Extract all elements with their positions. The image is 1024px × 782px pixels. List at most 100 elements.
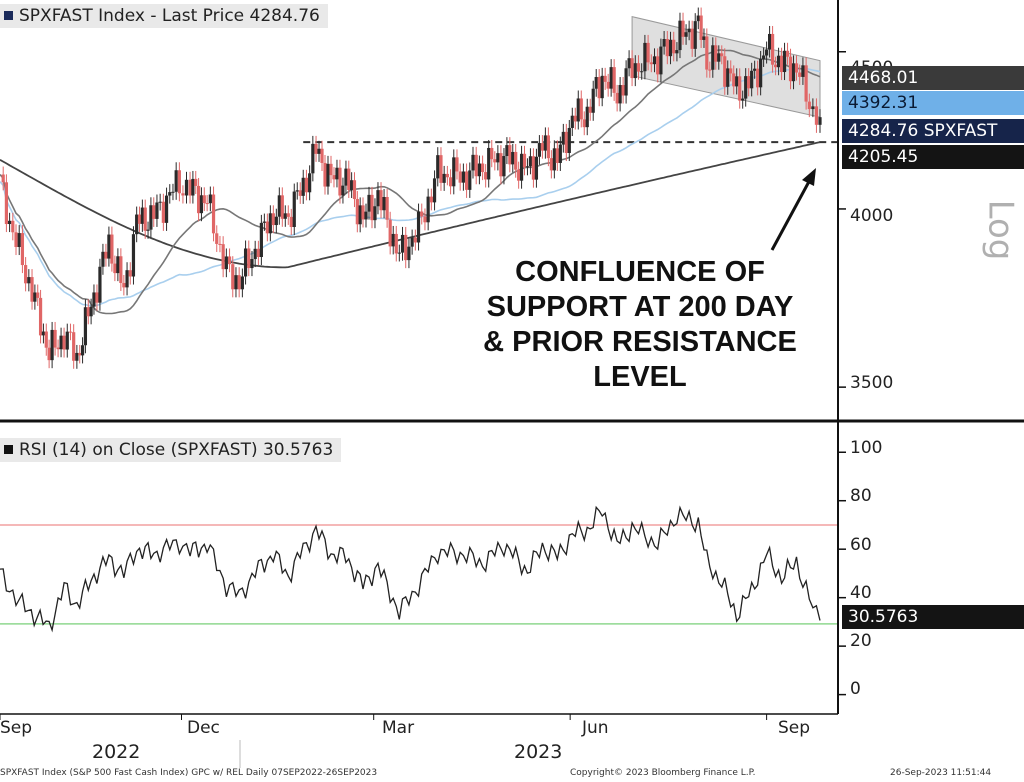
candle-body	[92, 292, 96, 307]
candle-body	[338, 167, 342, 196]
candle-body	[534, 156, 539, 180]
candle-body	[391, 233, 395, 247]
candle-body	[65, 331, 69, 350]
candle-body	[317, 148, 321, 154]
candle-body	[502, 156, 506, 177]
candle-body	[298, 190, 302, 196]
log-scale-label: Log	[980, 199, 1021, 261]
candle-body	[481, 163, 485, 173]
annotation-arrow-head	[802, 168, 816, 186]
candle-body	[135, 214, 139, 235]
candle-body	[543, 135, 547, 151]
candle-body	[301, 177, 305, 196]
candle-body	[30, 277, 34, 302]
candle-body	[407, 246, 411, 261]
candle-body	[47, 347, 51, 361]
candle-body	[514, 151, 518, 170]
candle-body	[335, 167, 339, 180]
candle-body	[332, 175, 336, 180]
candle-body	[44, 331, 48, 348]
candle-body	[609, 67, 613, 89]
candle-body	[205, 203, 209, 205]
candle-body	[717, 53, 721, 62]
rsi-tick-label: 0	[850, 679, 861, 699]
candle-body	[388, 219, 392, 247]
candle-body	[696, 15, 700, 22]
candle-body	[137, 214, 142, 224]
candle-body	[292, 191, 296, 228]
candle-body	[714, 45, 718, 62]
candle-body	[471, 154, 475, 171]
candle-body	[224, 256, 228, 270]
candle-body	[723, 56, 727, 87]
candle-body	[379, 190, 383, 211]
candle-body	[455, 157, 459, 172]
candle-body	[286, 213, 290, 217]
candle-body	[603, 75, 607, 82]
candle-body	[271, 213, 275, 226]
candle-body	[439, 155, 443, 183]
legend-marker-icon	[4, 11, 13, 20]
candle-body	[779, 55, 784, 73]
candle-body	[295, 190, 299, 192]
candle-body	[311, 143, 315, 174]
rsi-tick-label: 100	[850, 438, 883, 458]
price-legend: SPXFAST Index - Last Price 4284.76	[0, 4, 328, 28]
footer-copyright: Copyright© 2023 Bloomberg Finance L.P.	[570, 768, 756, 778]
candle-body	[505, 145, 509, 157]
ma50-line	[0, 49, 821, 315]
candle-body	[490, 147, 494, 160]
candle-body	[131, 234, 136, 277]
candle-body	[756, 68, 760, 88]
x-tick-label: Dec	[187, 718, 220, 738]
candle-body	[177, 170, 181, 194]
candle-body	[152, 205, 156, 219]
candle-body	[304, 177, 309, 193]
candle-body	[726, 68, 730, 87]
candle-body	[231, 264, 235, 290]
candle-body	[199, 195, 204, 214]
candle-body	[161, 201, 165, 223]
rsi-line	[0, 505, 821, 633]
candle-body	[367, 194, 371, 212]
candle-body	[442, 173, 446, 183]
candle-body	[552, 148, 556, 171]
candle-body	[633, 63, 637, 79]
candle-body	[256, 248, 260, 258]
candle-body	[782, 50, 787, 73]
candle-body	[344, 168, 348, 186]
candle-body	[564, 131, 568, 153]
candle-body	[600, 75, 604, 99]
candle-body	[116, 256, 120, 274]
candle-body	[146, 229, 150, 231]
candle-body	[750, 70, 754, 89]
candle-body	[525, 166, 530, 168]
candle-body	[477, 163, 482, 177]
candle-body	[128, 270, 132, 277]
candle-body	[570, 115, 574, 128]
candle-body	[519, 153, 524, 181]
annotation-line-2: SUPPORT AT 200 DAY	[486, 291, 794, 323]
candle-body	[227, 256, 232, 265]
candle-body	[196, 185, 201, 214]
candle-body	[326, 163, 330, 187]
candle-body	[791, 63, 796, 82]
candle-body	[659, 46, 663, 75]
candle-body	[735, 76, 739, 87]
candle-body	[668, 39, 673, 57]
candle-body	[358, 205, 362, 225]
candle-body	[323, 162, 327, 187]
candle-body	[741, 98, 745, 101]
candle-body	[624, 68, 628, 96]
candle-body	[20, 233, 25, 266]
candle-body	[364, 211, 368, 220]
candle-body	[370, 194, 374, 221]
rsi-value-tag: 30.5763	[842, 605, 1024, 629]
candle-body	[528, 156, 533, 167]
year-label: 2022	[92, 741, 141, 763]
candle-body	[785, 50, 790, 57]
year-label: 2023	[514, 741, 563, 763]
candle-body	[8, 220, 12, 225]
rsi-tick-label: 60	[850, 535, 872, 555]
candle-body	[350, 180, 354, 190]
